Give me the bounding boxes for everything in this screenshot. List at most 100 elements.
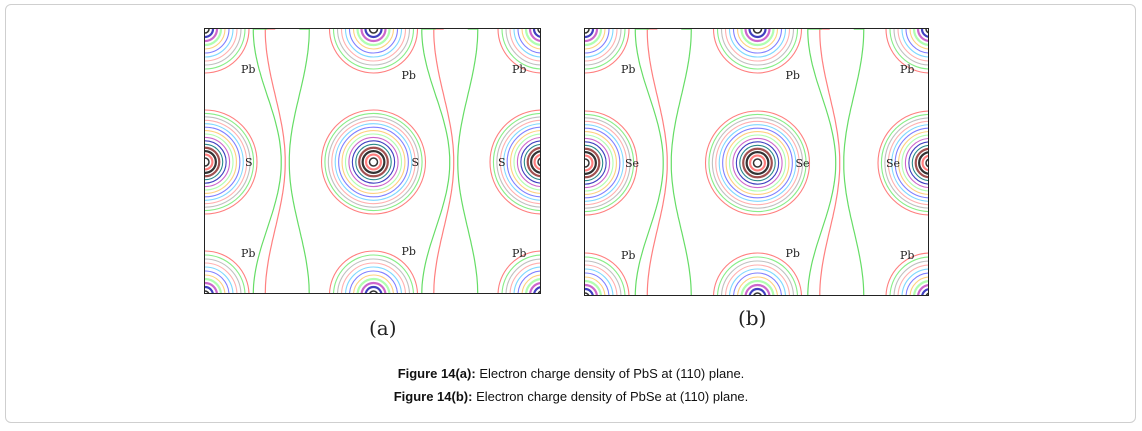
plot-a-green-contour-1 [457, 29, 479, 293]
plot-b-anion-2-ring [918, 151, 928, 175]
plot-a-cation-bottom-1-ring [333, 254, 414, 293]
plot-a-cation-top-2-core [537, 29, 540, 34]
plot-b-anion-1-ring [708, 113, 807, 213]
plot-b-anion-2-ring [877, 110, 928, 216]
plot-a-anion-2-ring [506, 126, 540, 198]
plot-a-cation-bottom-2-core [537, 290, 540, 293]
plot-b-cation-top-1-ring [740, 29, 775, 47]
plot-b-anion-1-ring [722, 127, 793, 199]
plot-b-cation-top-1-ring [736, 29, 779, 50]
plot-b-anion-0-ring [585, 137, 611, 189]
plot-b-green-contour-outer-0 [634, 29, 664, 295]
plot-a-green-contour-0 [288, 29, 310, 293]
plot-a-cation-top-1-ring [328, 29, 419, 74]
figure-caption-a: Figure 14(a): Electron charge density of… [0, 366, 1142, 381]
plot-b-cation-top-1-ring [712, 29, 803, 74]
plot-a-cation-top-1-core [368, 29, 379, 34]
panel-label-b: (b) [738, 306, 767, 330]
plot-b-anion-2-ring [898, 131, 928, 195]
contour-map-a: Pb Pb Pb Pb Pb Pb S S S [205, 29, 540, 293]
plot-a-label-cation-top-2: Pb [512, 63, 526, 76]
plot-b-label-anion-1: Se [796, 157, 810, 170]
plot-a-label-anion-0: S [245, 156, 253, 169]
plot-a-anion-1-ring [341, 130, 406, 194]
plot-b-anion-0-ring [585, 147, 601, 179]
plot-b-anion-0-ring [585, 134, 614, 192]
plot-a-anion-0-ring [205, 150, 217, 174]
plot-a-anion-1-ring [334, 123, 413, 201]
plot-b-cation-top-1-core [752, 29, 763, 34]
plot-b-cation-top-2-core [925, 29, 928, 34]
plot-b-anion-2-ring [884, 117, 928, 209]
plot-b-anion-0-ring [585, 141, 607, 185]
plot-a-anion-0-ring [205, 126, 241, 198]
plot-a-anion-1-core [368, 157, 379, 167]
plot-b-anion-2-core [925, 158, 928, 168]
caption-a-label: Figure 14(a): [397, 366, 476, 381]
plot-b-cation-top-0-core [585, 29, 590, 34]
plot-b-label-anion-2: Se [886, 157, 900, 170]
plot-a-cation-top-1-ring [344, 29, 403, 58]
plot-b-anion-0-ring [585, 117, 631, 209]
plot-a-anion-0-ring [205, 130, 237, 194]
plot-b-label-cation-bottom-2: Pb [900, 249, 914, 262]
plot-b-cation-top-1-ring [732, 29, 783, 54]
plot-a-cation-bottom-1-ring [345, 266, 402, 293]
plot-a-label-cation-bottom-0: Pb [241, 247, 255, 260]
plot-b-anion-2-ring [880, 113, 928, 213]
plot-b-anion-0-ring [585, 127, 621, 199]
plot-a-cation-bottom-1-ring [329, 250, 418, 293]
plot-b-anion-1-ring [725, 131, 790, 195]
plot-a-anion-1-ring [361, 150, 386, 174]
plot-a-red-contour-1 [433, 29, 455, 293]
plot-b-cation-top-1-ring [716, 29, 799, 70]
plot-b-anion-0-ring [585, 113, 635, 213]
plot-a-cation-bottom-0-ring [205, 254, 246, 293]
plot-a-anion-0-ring [205, 123, 244, 201]
plot-a-anion-1-ring [320, 109, 427, 215]
plot-a-anion-2-ring [523, 143, 540, 181]
plot-b-cation-top-1-ring [720, 29, 795, 66]
plot-a-cation-bottom-0-core [205, 290, 210, 293]
plot-b-green-contour-0 [670, 29, 692, 295]
plot-a-anion-2-ring [516, 136, 540, 188]
plot-a-cation-top-1-ring [348, 29, 399, 54]
plot-a-cation-bottom-1-ring [341, 262, 406, 293]
plot-b-anion-1-ring [745, 151, 770, 175]
plot-a-cation-bottom-1-ring [360, 281, 387, 293]
plot-a-cation-bottom-1-ring [353, 274, 394, 293]
plot-a-anion-1-ring [344, 133, 403, 191]
plot-b-anion-1-ring [739, 144, 776, 182]
plot-b-anion-0-ring [585, 154, 594, 172]
plot-a-anion-1-ring [327, 116, 420, 208]
plot-a-anion-0-ring [205, 116, 251, 208]
plot-a-anion-2-ring [499, 119, 540, 205]
plot-a-anion-0-ring [205, 136, 231, 188]
plot-a-cation-top-1-ring [356, 29, 391, 47]
plot-b-cation-bottom-1-ring [713, 252, 802, 295]
plot-b-cation-bottom-1-ring [725, 264, 790, 295]
plot-a-anion-0-ring [205, 109, 258, 215]
plot-b-cation-top-1-ring [728, 29, 787, 58]
plot-b-anion-0-ring [585, 110, 638, 216]
plot-a-anion-2-ring [489, 109, 540, 215]
plot-b-label-anion-0: Se [625, 157, 639, 170]
plot-b-cation-bottom-0-ring [585, 256, 626, 295]
plot-a-cation-top-1-ring [336, 29, 411, 66]
plot-b-cation-bottom-2-ring [905, 272, 928, 295]
plot-a-label-anion-1: S [412, 156, 420, 169]
panel-label-a: (a) [369, 316, 397, 340]
plot-a-anion-1-ring [355, 143, 392, 181]
plot-b-anion-1-ring [735, 141, 780, 185]
plot-a-anion-1-ring [364, 153, 383, 171]
charge-density-plot-b: Pb Pb Pb Pb Pb Pb Se Se Se [584, 28, 929, 296]
plot-b-cation-top-1-ring [724, 29, 791, 62]
plot-a-anion-2-ring [496, 116, 540, 208]
plot-b-cation-bottom-1-ring [748, 287, 767, 295]
plot-a-anion-0-ring [205, 146, 221, 178]
plot-a-anion-2-ring [526, 146, 540, 178]
plot-a-green-contour-outer-0 [252, 29, 282, 293]
plot-b-anion-2-ring [894, 127, 928, 199]
plot-a-anion-2-ring [533, 153, 540, 171]
caption-b-label: Figure 14(b): [393, 389, 473, 404]
